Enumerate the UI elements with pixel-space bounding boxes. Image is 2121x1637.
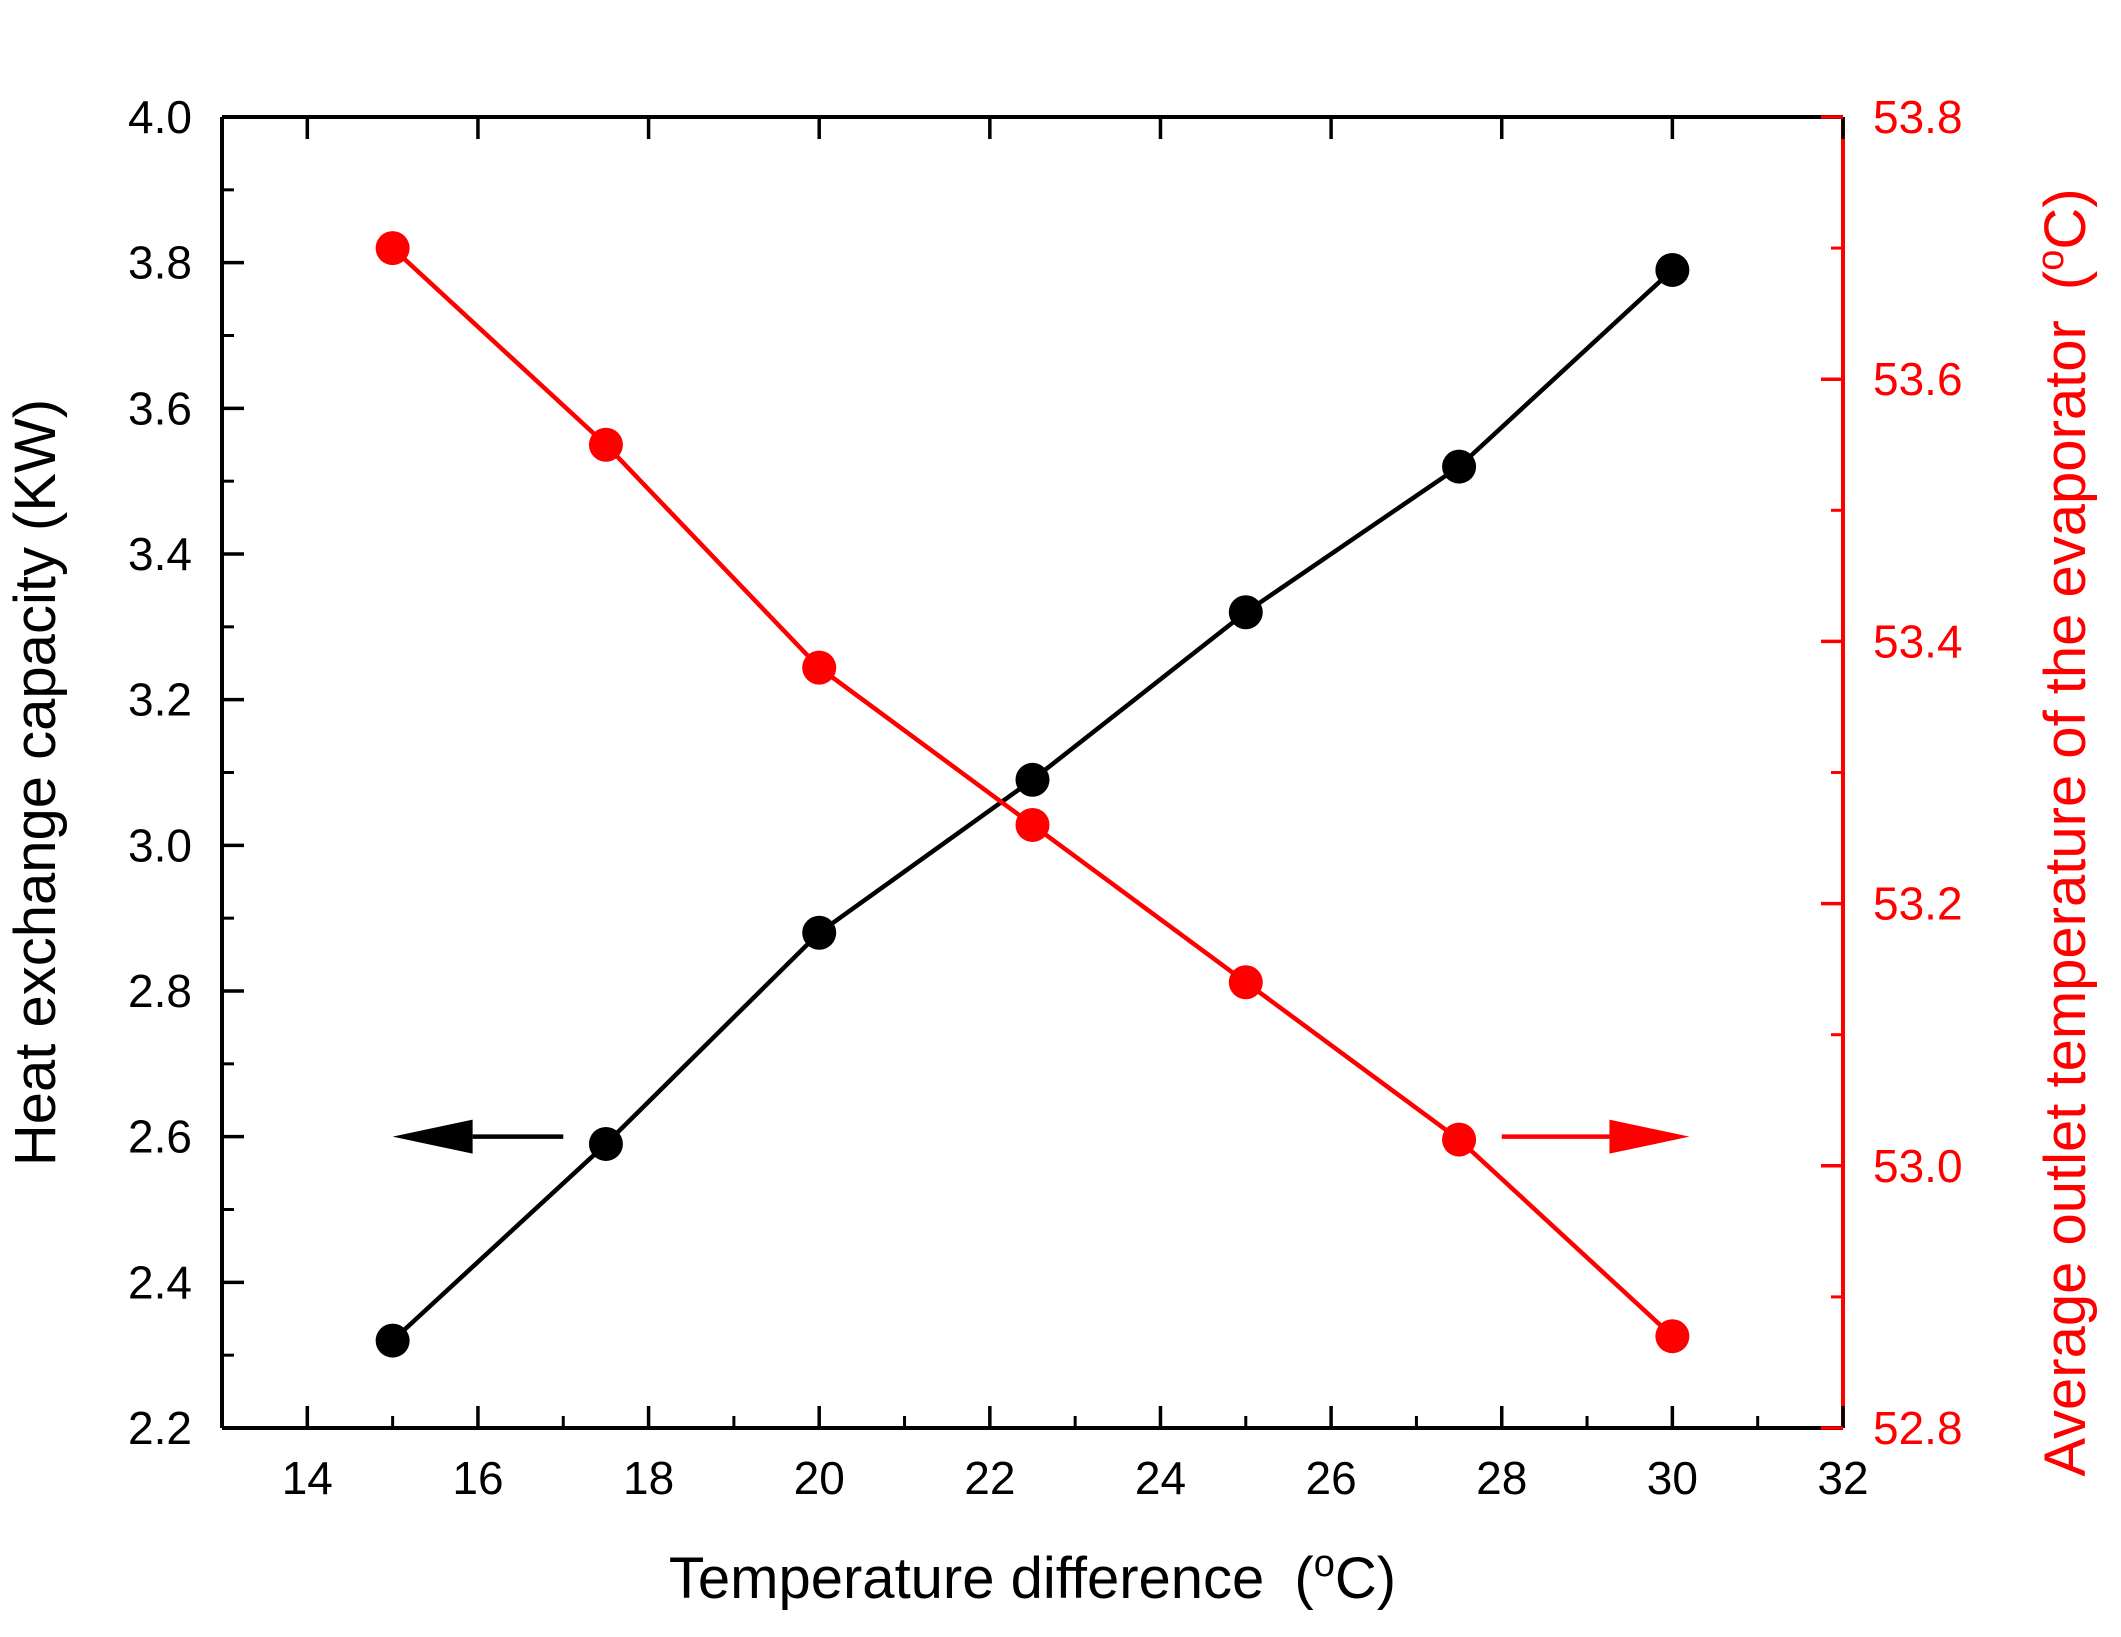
series xyxy=(375,231,1690,1358)
y-tick-label: 2.2 xyxy=(128,1402,192,1454)
series-2-point xyxy=(1015,807,1050,842)
series-2-point xyxy=(588,427,623,462)
axes: 14 16 18 20 22 24 26 28 30 32 2.2 2.4 2.6 2.8 3.0 3.2 3.… xyxy=(128,91,1962,1504)
x-axis-title-text: Temperature difference xyxy=(669,1546,1264,1611)
y2-tick-label: 53.6 xyxy=(1873,353,1963,405)
y-tick-label: 2.8 xyxy=(128,965,192,1017)
y-tick-label: 3.0 xyxy=(128,819,192,871)
x-axis-title-unit-suffix: C) xyxy=(1335,1546,1396,1611)
series-1-point xyxy=(802,915,837,950)
series-2-point xyxy=(1655,1319,1690,1354)
y2-tick-label: 53.8 xyxy=(1873,91,1963,143)
y2-axis-title-unit-suffix: C) xyxy=(2033,188,2098,249)
x-tick-label: 22 xyxy=(964,1452,1015,1504)
x-tick-label: 18 xyxy=(623,1452,674,1504)
series-2-point xyxy=(802,650,837,685)
x-tick-label: 30 xyxy=(1647,1452,1698,1504)
y2-tick-label: 53.2 xyxy=(1873,878,1963,930)
x-tick-label: 20 xyxy=(794,1452,845,1504)
series-1-point xyxy=(1015,762,1050,797)
series-2-point xyxy=(1228,965,1263,1000)
y2-axis-title-text: Average outlet temperature of the evapor… xyxy=(2033,320,2098,1476)
arrow-right-head xyxy=(1609,1119,1690,1154)
y-axis-title: Heat exchange capacity (KW) xyxy=(3,399,68,1166)
x-tick-label: 32 xyxy=(1817,1452,1868,1504)
x-axis-title: Temperature difference (oC) xyxy=(669,1543,1396,1611)
series-1-point xyxy=(375,1323,410,1358)
annotations xyxy=(392,1119,1690,1154)
y-tick-label: 3.2 xyxy=(128,674,192,726)
y-tick-label: 2.6 xyxy=(128,1111,192,1163)
x-tick-label: 26 xyxy=(1306,1452,1357,1504)
x-axis-title-unit-prefix: ( xyxy=(1294,1546,1313,1611)
x-tick-label: 16 xyxy=(452,1452,503,1504)
arrow-left-head xyxy=(392,1119,473,1154)
y-tick-label: 3.6 xyxy=(128,382,192,434)
x-tick-label: 24 xyxy=(1135,1452,1186,1504)
y-tick-label: 2.4 xyxy=(128,1256,192,1308)
series-2-point xyxy=(375,231,410,266)
x-axis-title-unit-sup: o xyxy=(1314,1543,1335,1585)
y-tick-label: 3.4 xyxy=(128,528,192,580)
y-tick-label: 4.0 xyxy=(128,91,192,143)
y2-tick-label: 53.0 xyxy=(1873,1140,1963,1192)
series-1-point xyxy=(1228,595,1263,630)
y2-axis-title: Average outlet temperature of the evapor… xyxy=(2030,188,2098,1476)
y2-tick-label: 53.4 xyxy=(1873,615,1963,667)
y2-tick-label: 52.8 xyxy=(1873,1402,1963,1454)
x-tick-label: 28 xyxy=(1476,1452,1527,1504)
series-1-point xyxy=(1442,449,1477,484)
y2-axis-title-unit-prefix: ( xyxy=(2033,271,2098,290)
y2-axis-title-unit-sup: o xyxy=(2030,250,2072,271)
series-1-point xyxy=(1655,252,1690,287)
series-line-1 xyxy=(391,268,1674,1343)
x-tick-label: 14 xyxy=(282,1452,333,1504)
series-1-point xyxy=(588,1126,623,1161)
y-tick-label: 3.8 xyxy=(128,237,192,289)
series-2-point xyxy=(1442,1122,1477,1157)
